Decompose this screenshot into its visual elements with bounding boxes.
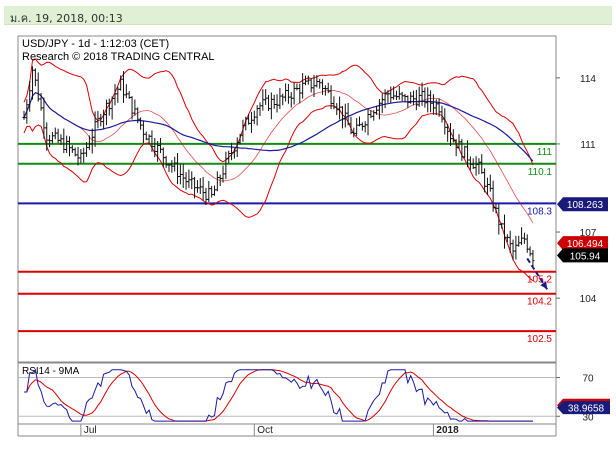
price-tag-label: 106.494 — [567, 239, 604, 250]
projection-arrow-head — [540, 281, 548, 290]
date-tick-label: 2018 — [436, 425, 459, 436]
price-plot-group — [18, 58, 556, 333]
price-tag-box — [557, 248, 608, 263]
chart-subtitle: Research © 2018 TRADING CENTRAL — [22, 51, 215, 63]
rsi-tag: 38.9658 — [557, 401, 610, 415]
price-tag: 105.94 — [557, 248, 608, 263]
level-label: 102.5 — [527, 334, 552, 345]
rsi-tag-box — [557, 401, 610, 415]
candle — [531, 249, 535, 267]
rsi-tick-label: 30 — [582, 412, 594, 423]
level-label: 104.2 — [527, 297, 552, 308]
header-strip — [4, 6, 612, 25]
price-tag-label: 105.94 — [570, 251, 601, 262]
price-tag-box — [557, 197, 608, 212]
chart-title: USD/JPY - 1d - 1:12:03 (CET) — [22, 38, 169, 50]
price-tag: 106.494 — [557, 236, 608, 251]
date-tick-label: Oct — [257, 425, 273, 436]
price-tick-label: 111 — [580, 140, 596, 151]
price-tick-label: 104 — [580, 294, 597, 305]
price-tick-label: 107 — [580, 228, 597, 239]
price-tick-label: 114 — [580, 74, 596, 85]
rsi-ma-line — [24, 369, 533, 422]
rsi-line — [24, 368, 533, 422]
rsi-tag-label: 38.9658 — [568, 404, 605, 415]
level-label: 110.1 — [528, 167, 553, 178]
timestamp: ม.ค. 19, 2018, 00:13 — [10, 12, 123, 25]
bollinger-middle — [23, 89, 534, 224]
header-bar: ม.ค. 19, 2018, 00:13 — [0, 0, 616, 26]
rsi-panel — [17, 362, 557, 425]
level-label: 108.3 — [527, 206, 552, 217]
rsi-tick-label: 70 — [582, 374, 594, 385]
price-panel — [17, 35, 557, 363]
price-tag-box — [557, 236, 608, 251]
moving-average-line — [23, 92, 534, 162]
projection-arrow-line — [526, 257, 548, 290]
price-tag-label: 108.263 — [567, 200, 604, 211]
rsi-title: RSI14 - 9MA — [22, 366, 80, 377]
price-tag: 108.263 — [557, 197, 608, 212]
date-tick-label: Jul — [84, 425, 97, 436]
level-label: 105.2 — [527, 275, 552, 286]
level-label: 111 — [537, 147, 553, 158]
